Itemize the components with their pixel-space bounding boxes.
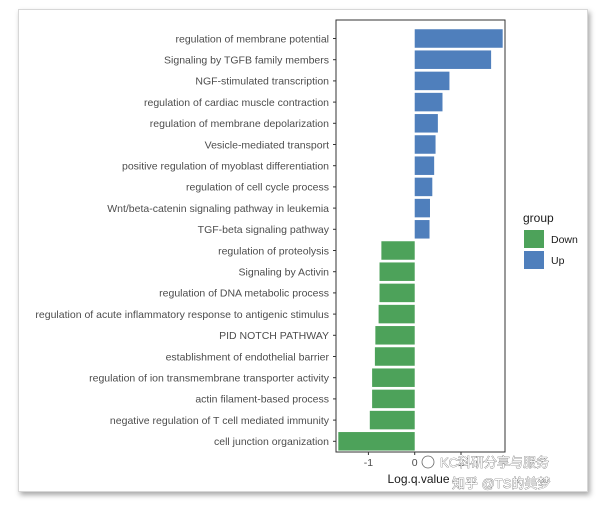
category-label: Signaling by TGFB family members: [164, 55, 329, 67]
plot-panel-border: [335, 19, 506, 453]
watermark-line2: 知乎 @TS的美梦: [452, 476, 550, 491]
bar-17: [372, 368, 415, 387]
bar-14: [378, 304, 415, 324]
x-tick-label: -1: [364, 457, 373, 469]
category-label: NGF-stimulated transcription: [195, 76, 329, 88]
legend-title: group: [523, 211, 554, 225]
bar-13: [379, 283, 415, 303]
category-label: Vesicle-mediated transport: [205, 139, 329, 151]
category-label: cell junction organization: [214, 436, 329, 448]
bar-11: [381, 241, 415, 260]
bar-5: [414, 114, 438, 133]
legend: group Down Up: [523, 211, 578, 269]
bars-layer: [338, 29, 503, 451]
category-label: Wnt/beta-catenin signaling pathway in le…: [107, 203, 329, 215]
legend-swatch-up: [524, 251, 544, 269]
category-label: regulation of ion transmembrane transpor…: [89, 373, 330, 385]
legend-swatch-down: [524, 230, 544, 248]
x-axis-title: Log.q.value: [387, 472, 449, 486]
bar-6: [414, 135, 436, 154]
category-label: regulation of proteolysis: [218, 245, 329, 257]
category-label: regulation of membrane potential: [175, 33, 329, 45]
category-label: actin filament-based process: [195, 394, 329, 406]
watermark-line1: KC科研分享与服务: [440, 455, 549, 470]
bar-8: [414, 177, 433, 197]
legend-label-up: Up: [551, 255, 565, 267]
x-tick-label: 0: [412, 457, 418, 469]
bar-12: [379, 262, 415, 281]
bar-1: [414, 29, 503, 48]
bar-3: [414, 71, 450, 91]
category-label: regulation of cell cycle process: [186, 182, 329, 194]
category-label: Signaling by Activin: [239, 267, 330, 279]
bar-2: [414, 50, 492, 69]
bar-10: [414, 220, 430, 239]
category-labels: regulation of membrane potential Signalin…: [35, 33, 336, 448]
category-label: regulation of DNA metabolic process: [159, 288, 329, 300]
bar-20: [338, 432, 415, 451]
category-label: regulation of membrane depolarization: [150, 118, 329, 130]
bar-18: [372, 389, 415, 409]
bar-7: [414, 156, 435, 175]
x-tick-label: 1: [458, 457, 464, 469]
bar-16: [374, 347, 415, 366]
bar-19: [369, 410, 415, 430]
category-label: PID NOTCH PATHWAY: [219, 330, 329, 342]
bar-15: [375, 326, 415, 345]
x-axis: -1 0 1: [364, 452, 464, 469]
wechat-icon: [421, 455, 435, 469]
watermark: KC科研分享与服务 知乎 @TS的美梦: [421, 455, 551, 491]
chart-frame: [18, 9, 588, 492]
category-label: TGF-beta signaling pathway: [198, 224, 330, 236]
legend-label-down: Down: [551, 234, 578, 246]
bar-4: [414, 92, 443, 112]
bar-9: [414, 198, 430, 218]
category-label: negative regulation of T cell mediated i…: [110, 415, 330, 427]
category-label: positive regulation of myoblast differen…: [122, 161, 329, 173]
category-label: regulation of acute inflammatory respons…: [35, 309, 329, 321]
category-label: establishment of endothelial barrier: [166, 351, 330, 363]
category-label: regulation of cardiac muscle contraction: [144, 97, 329, 109]
